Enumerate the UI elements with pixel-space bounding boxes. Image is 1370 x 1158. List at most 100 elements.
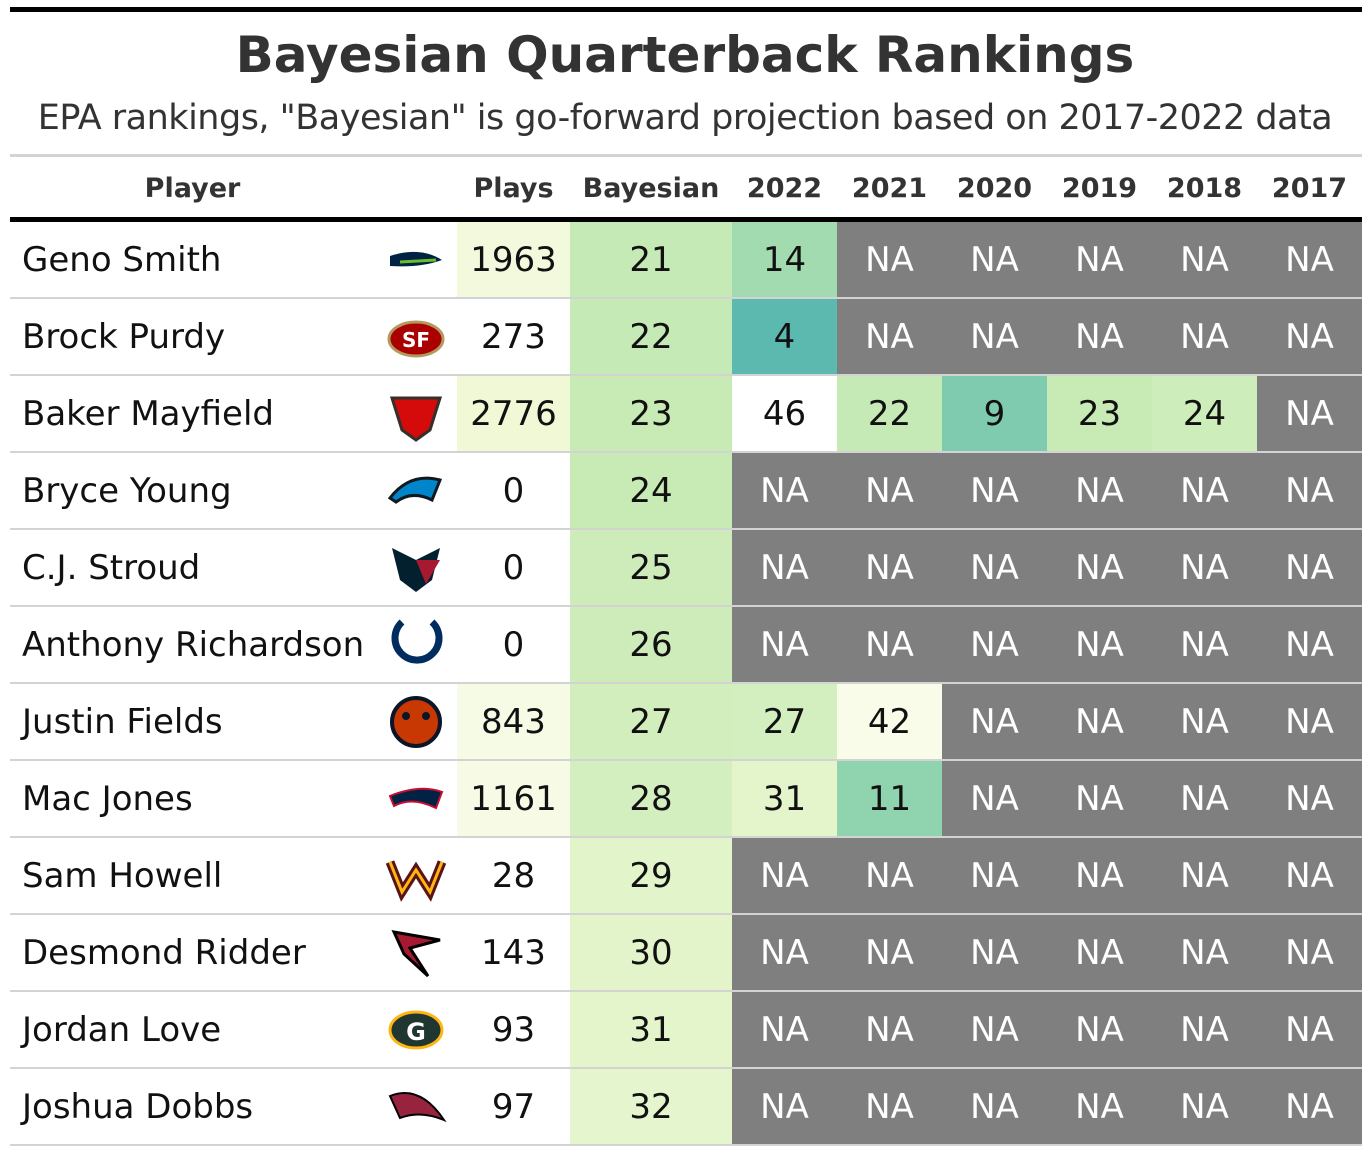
table-cell: 46 [732,376,837,451]
logo [390,696,442,748]
table-cell: 27 [732,684,837,759]
table-cell: NA [942,1069,1047,1144]
table-cell: NA [942,915,1047,990]
table-cell: NA [1047,761,1152,836]
player-name: Jordan Love [22,1009,222,1050]
table-cell: NA [942,530,1047,605]
table-cell: 32 [570,1069,732,1144]
table-cell: NA [1047,222,1152,297]
table-cell: 2776 [457,376,570,451]
table-cell: 273 [457,299,570,374]
table-cell: NA [1257,607,1362,682]
table-cell: NA [837,607,942,682]
table-cell: NA [1152,684,1257,759]
player-name: Anthony Richardson [22,624,365,665]
logo [392,548,440,592]
logo [385,860,447,902]
table-cell: 843 [457,684,570,759]
table-cell: NA [837,299,942,374]
table-cell: NA [1152,222,1257,297]
table-cell: NA [942,761,1047,836]
table-cell: 11 [837,761,942,836]
table-cell: NA [1047,915,1152,990]
top-rule [10,7,1362,12]
table-cell: 31 [732,761,837,836]
table-cell: NA [1257,453,1362,528]
table-cell: NA [1257,530,1362,605]
table-cell: NA [1047,992,1152,1067]
logo [387,476,443,504]
row-rule [10,605,1362,607]
table-cell: 0 [457,453,570,528]
table-cell: 26 [570,607,732,682]
row-rule [10,759,1362,761]
table-cell: NA [942,684,1047,759]
row-rule [10,1067,1362,1069]
table-cell: NA [1257,992,1362,1067]
svg-text:SF: SF [402,328,430,352]
table-cell: 27 [570,684,732,759]
table-cell: NA [1047,607,1152,682]
table-cell: NA [837,1069,942,1144]
logo [390,251,442,267]
player-name: Desmond Ridder [22,932,306,973]
table-cell: 42 [837,684,942,759]
table-cell: NA [942,453,1047,528]
table-cell: 23 [1047,376,1152,451]
table-cell: NA [837,222,942,297]
table-cell: NA [1047,530,1152,605]
table-cell: 22 [570,299,732,374]
table-cell: NA [1152,299,1257,374]
table-cell: 31 [570,992,732,1067]
table-cell: NA [1257,761,1362,836]
table-cell: NA [837,992,942,1067]
table-cell: NA [837,915,942,990]
column-header: 2021 [851,172,928,204]
column-header: Player [144,172,241,204]
table-cell: NA [1047,684,1152,759]
table-cell: NA [942,838,1047,913]
column-header: Bayesian [582,172,720,204]
logo [388,787,444,810]
table-cell: 14 [732,222,837,297]
table-cell: NA [942,992,1047,1067]
table-cell: NA [1047,453,1152,528]
column-header: 2019 [1061,172,1138,204]
table-cell: NA [1152,1069,1257,1144]
table-cell: NA [1257,1069,1362,1144]
table-cell: NA [732,915,837,990]
table-cell: NA [1152,992,1257,1067]
table-cell: NA [1257,299,1362,374]
table-cell: NA [1047,838,1152,913]
column-header: Plays [473,172,554,204]
table-cell: NA [732,838,837,913]
player-name: Joshua Dobbs [22,1086,254,1127]
header-top-rule [10,154,1362,157]
table-cell: NA [1152,838,1257,913]
player-name: Geno Smith [22,239,222,280]
table-cell: NA [1257,915,1362,990]
table-cell: NA [732,530,837,605]
table-cell: 28 [570,761,732,836]
table-cell: NA [837,530,942,605]
table-cell: NA [732,992,837,1067]
table-cell: 0 [457,607,570,682]
table-cell: NA [837,838,942,913]
subtitle: EPA rankings, "Bayesian" is go-forward p… [37,98,1333,138]
logo: G [388,1010,444,1050]
table-cell: NA [732,453,837,528]
table-cell: 29 [570,838,732,913]
table-cell: NA [1257,376,1362,451]
column-header: 2018 [1166,172,1243,204]
logo [388,1092,447,1123]
table-cell: NA [1152,761,1257,836]
table-cell: 24 [1152,376,1257,451]
table-cell: 9 [942,376,1047,451]
table-cell: NA [1152,607,1257,682]
table-cell: NA [942,299,1047,374]
table-cell: 28 [457,838,570,913]
row-rule [10,451,1362,453]
table-cell: NA [942,607,1047,682]
table-cell: NA [732,1069,837,1144]
